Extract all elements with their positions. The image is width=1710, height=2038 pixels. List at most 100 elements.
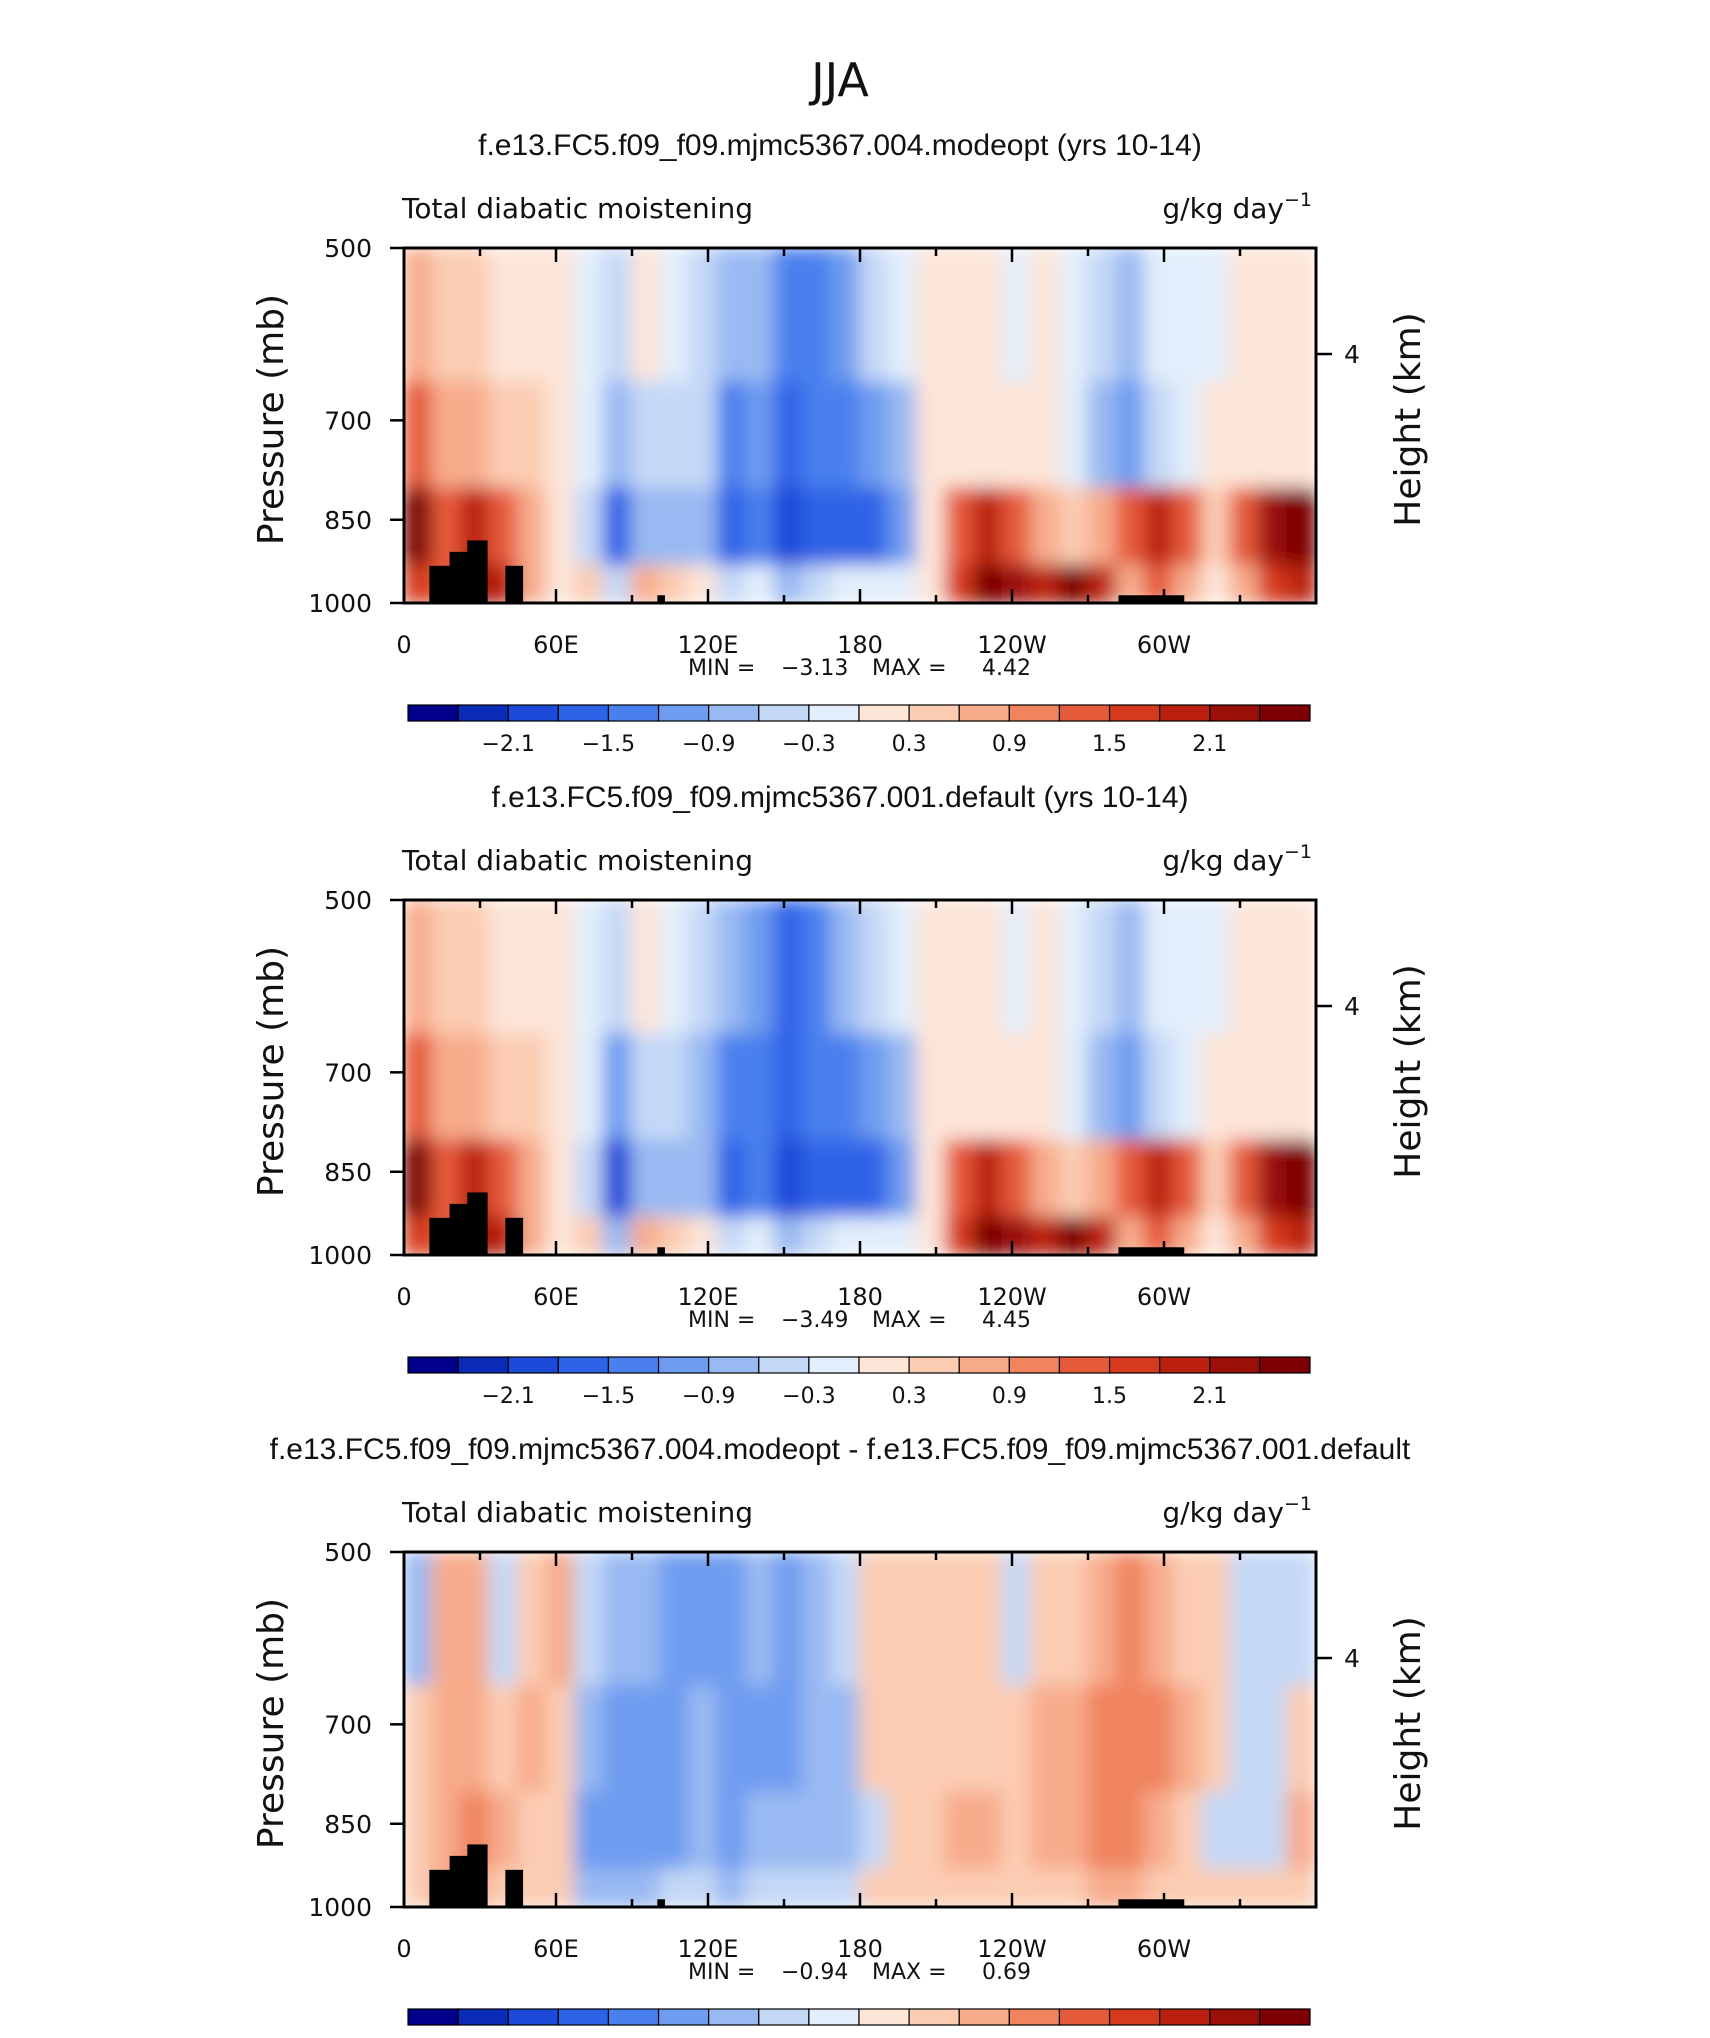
x-tick-label: 120W <box>977 1935 1047 1963</box>
y-tick-label: 500 <box>324 1538 372 1567</box>
max-label: MAX = <box>872 1308 947 1333</box>
x-tick-label: 120E <box>678 1935 739 1963</box>
heatmap-cell <box>916 248 947 384</box>
heatmap-cell <box>488 1139 519 1219</box>
x-tick-label: 180 <box>837 1935 883 1963</box>
colorbar-box <box>607 704 660 722</box>
heatmap-cell <box>545 1791 576 1871</box>
heatmap-cell <box>431 381 462 490</box>
heatmap-cell <box>659 248 690 384</box>
max-value: 4.45 <box>982 1308 1031 1333</box>
heatmap-cell <box>773 248 804 384</box>
heatmap-cell <box>488 381 519 490</box>
heatmap-cell <box>1172 900 1203 1036</box>
heatmap-cell <box>431 1033 462 1142</box>
heatmap-cell <box>688 1216 719 1255</box>
heatmap-cell <box>887 900 918 1036</box>
heatmap-cell <box>1144 1552 1175 1688</box>
heatmap-cell <box>916 487 947 567</box>
heatmap-cell <box>1030 900 1061 1036</box>
heatmap-cell <box>545 381 576 490</box>
heatmap-cell <box>716 1216 747 1255</box>
right-tick-label: 4 <box>1344 992 1360 1021</box>
heatmap-cell <box>830 1216 861 1255</box>
colorbar-box <box>708 1356 760 1374</box>
y-tick-label: 700 <box>324 1058 372 1087</box>
colorbar-box <box>507 1356 559 1374</box>
heatmap-cell <box>574 248 605 384</box>
colorbar-box <box>457 704 509 722</box>
y-axis-label-right: Height (km) <box>1388 1616 1429 1830</box>
colorbar-label: 0.2 <box>942 2036 977 2038</box>
heatmap-cell <box>1087 1216 1118 1255</box>
heatmap-cell <box>1030 564 1061 603</box>
colorbar-box <box>958 2008 1010 2026</box>
colorbar-label: 0 <box>852 2036 866 2038</box>
colorbar-label: 2.1 <box>1192 732 1227 757</box>
heatmap-cell <box>830 381 861 490</box>
heatmap-cell <box>1286 1685 1316 1794</box>
heatmap-cell <box>1201 487 1232 567</box>
heatmap-cell <box>404 381 434 490</box>
heatmap-cells <box>404 248 1316 603</box>
colorbar-box <box>457 2008 509 2026</box>
colorbar-box <box>1008 704 1061 722</box>
heatmap-cell <box>716 1868 747 1907</box>
heatmap-cell <box>1229 1139 1260 1219</box>
heatmap-cell <box>488 487 519 567</box>
heatmap-cell <box>1058 1868 1089 1907</box>
heatmap-cell <box>1030 1791 1061 1871</box>
heatmap-cell <box>1286 381 1316 490</box>
heatmap-cell <box>1001 1791 1032 1871</box>
heatmap-cell <box>773 1033 804 1142</box>
heatmap-cell <box>830 1552 861 1688</box>
x-tick-label: 60E <box>533 1935 579 1963</box>
heatmap-cell <box>944 381 975 490</box>
variable-label: Total diabatic moistening <box>401 192 753 225</box>
colorbar-box <box>607 1356 660 1374</box>
heatmap-cell <box>802 1791 833 1871</box>
topography-block <box>467 1844 488 1907</box>
heatmap-cell <box>859 487 890 567</box>
heatmap-cell <box>1258 900 1289 1036</box>
heatmap-cell <box>716 381 747 490</box>
heatmap-cell <box>1286 1868 1316 1907</box>
colorbar-label: 1.5 <box>1142 2036 1177 2038</box>
heatmap-cell <box>488 1552 519 1688</box>
heatmap-cell <box>973 487 1004 567</box>
heatmap-cell <box>1229 1216 1260 1255</box>
heatmap-cell <box>745 1033 776 1142</box>
units-label: g/kg day−1 <box>1162 841 1312 877</box>
heatmap-cell <box>1058 900 1089 1036</box>
units-label: g/kg day−1 <box>1162 1493 1312 1529</box>
heatmap-cell <box>631 1216 662 1255</box>
heatmap-cell <box>802 1685 833 1794</box>
figure-title: JJA <box>808 53 869 107</box>
heatmap-cell <box>1087 1868 1118 1907</box>
heatmap-cell <box>1058 1216 1089 1255</box>
x-tick-label: 60W <box>1137 631 1191 659</box>
colorbar-box <box>1008 1356 1061 1374</box>
y-tick-label: 1000 <box>308 1893 372 1922</box>
x-tick-label: 0 <box>396 631 411 659</box>
heatmap-cell <box>1258 1685 1289 1794</box>
heatmap-cell <box>431 900 462 1036</box>
heatmap-cell <box>802 1552 833 1688</box>
heatmap-cell <box>973 1033 1004 1142</box>
heatmap-cell <box>1115 1139 1146 1219</box>
y-axis-label: Pressure (mb) <box>251 294 292 545</box>
heatmap-cell <box>944 1216 975 1255</box>
heatmap-cell <box>602 1216 633 1255</box>
colorbar-label: −0.8 <box>632 2036 685 2038</box>
units-label: g/kg day−1 <box>1162 189 1312 225</box>
heatmap-cell <box>859 900 890 1036</box>
colorbar-box <box>457 1356 509 1374</box>
heatmap-cell <box>859 564 890 603</box>
heatmap-cell <box>1229 1685 1260 1794</box>
x-tick-label: 60W <box>1137 1283 1191 1311</box>
topography-block <box>467 540 488 603</box>
heatmap-cell <box>1258 1033 1289 1142</box>
heatmap-cell <box>916 1868 947 1907</box>
heatmap-cell <box>916 1791 947 1871</box>
